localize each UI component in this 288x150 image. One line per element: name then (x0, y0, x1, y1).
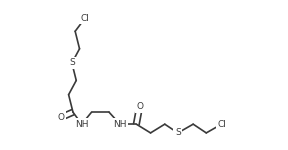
Text: NH: NH (75, 120, 88, 129)
Text: S: S (175, 128, 181, 137)
Text: Cl: Cl (217, 120, 226, 129)
Text: O: O (136, 102, 143, 111)
Text: O: O (57, 113, 64, 122)
Text: S: S (69, 58, 75, 68)
Text: NH: NH (113, 120, 127, 129)
Text: Cl: Cl (81, 14, 90, 23)
